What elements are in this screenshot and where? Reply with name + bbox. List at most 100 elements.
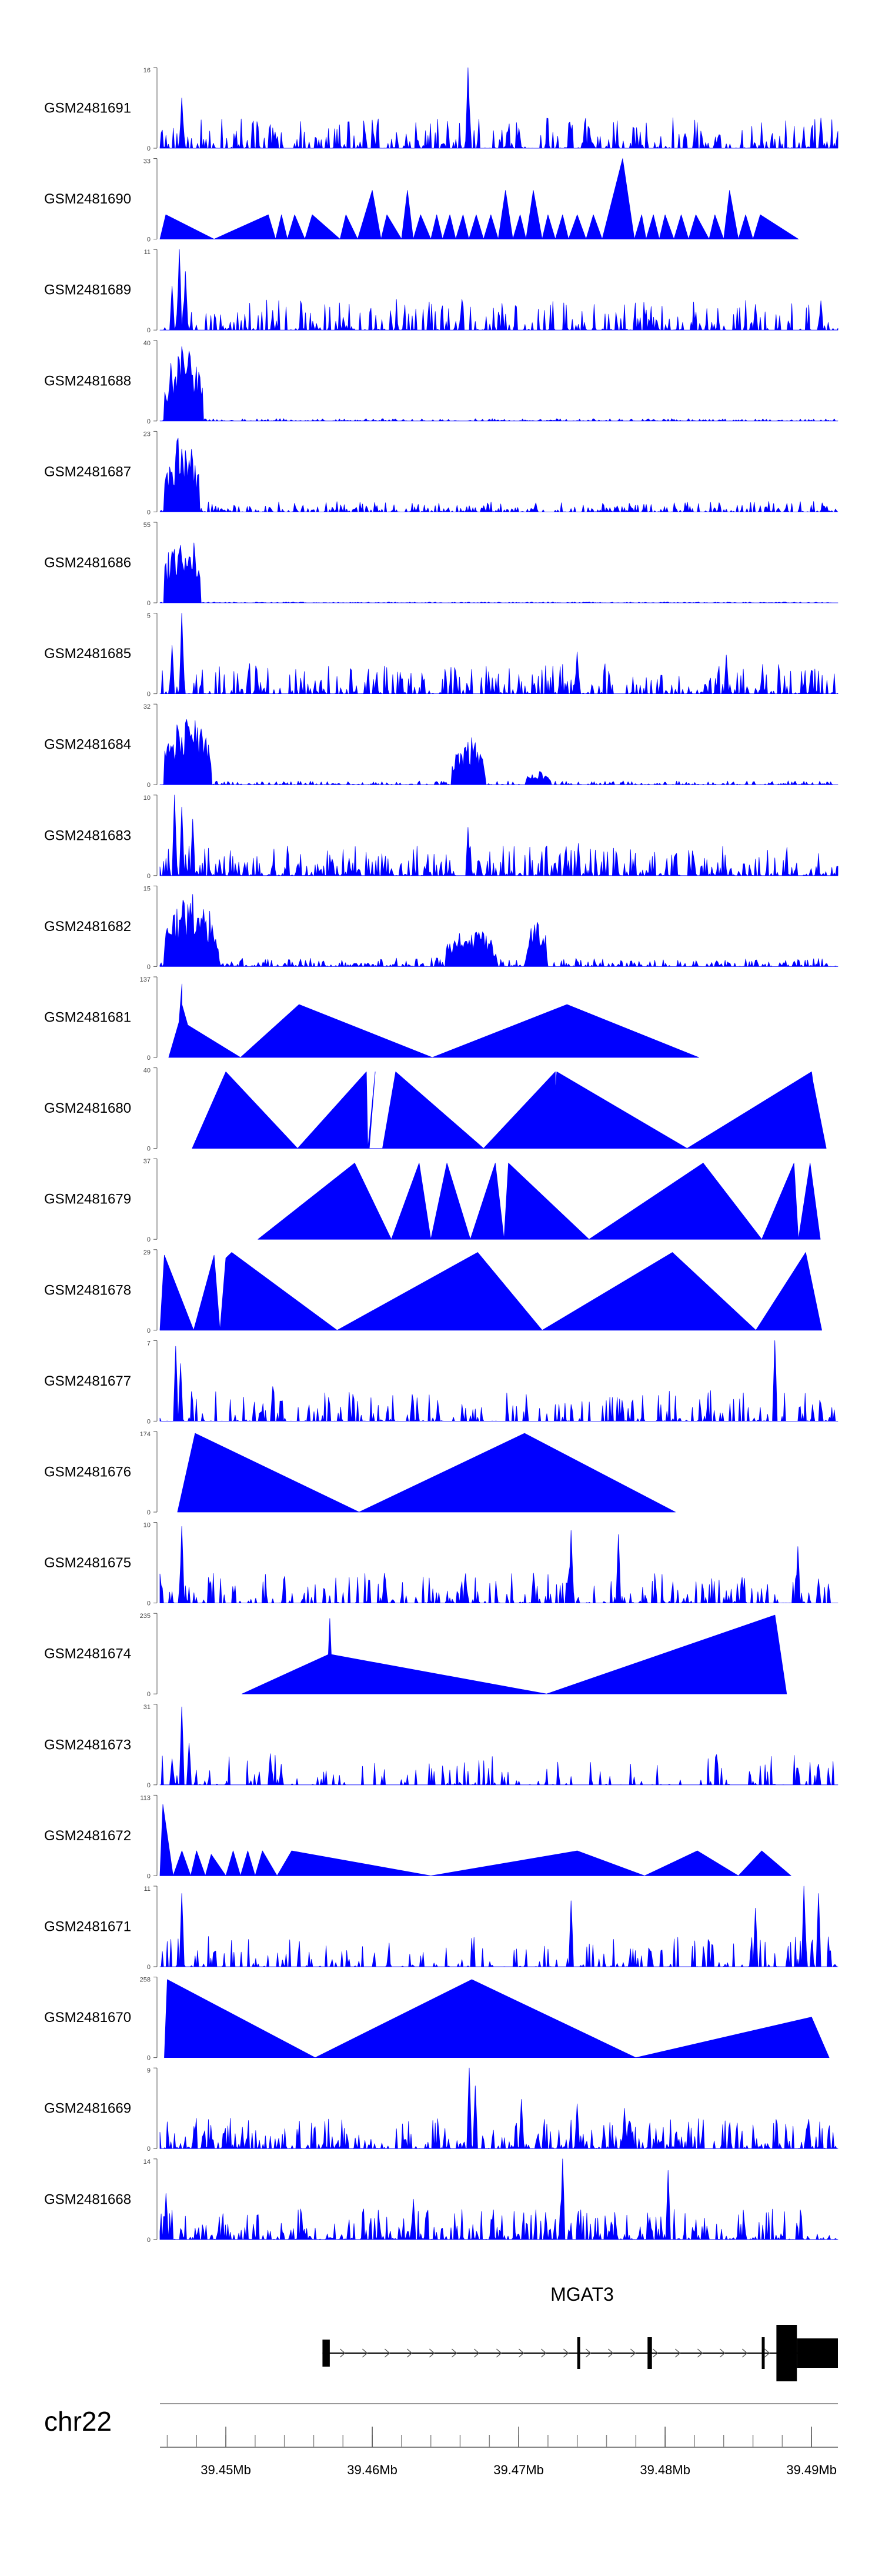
- strand-arrow: [362, 2348, 368, 2358]
- ymax-label: 11: [144, 249, 151, 256]
- strand-arrow: [451, 2348, 457, 2358]
- track-GSM2481684: GSM2481684 32 0: [44, 703, 838, 789]
- sample-label: GSM2481684: [44, 737, 131, 753]
- chromosome-label: chr22: [44, 2406, 112, 2437]
- track-GSM2481687: GSM2481687 23 0: [44, 431, 838, 516]
- coverage-area: [177, 1433, 676, 1513]
- ymax-label: 7: [147, 1340, 151, 1347]
- strand-arrow: [339, 2348, 346, 2358]
- ymax-label: 16: [143, 67, 151, 74]
- track-GSM2481673: GSM2481673 31 0: [44, 1704, 838, 1789]
- track-GSM2481669: GSM2481669 9 0: [44, 2067, 838, 2153]
- strand-arrow: [674, 2348, 681, 2358]
- track-GSM2481685: GSM2481685 5 0: [44, 613, 838, 698]
- strand-arrow: [540, 2348, 547, 2358]
- ymax-label: 174: [140, 1431, 151, 1438]
- strand-arrow: [630, 2348, 636, 2358]
- ymin-label: 0: [147, 1055, 151, 1062]
- strand-arrow: [764, 2348, 770, 2358]
- gene-exon: [797, 2338, 838, 2368]
- strand-arrow: [473, 2348, 480, 2358]
- track-GSM2481689: GSM2481689 11 0: [44, 249, 838, 334]
- track-GSM2481674: GSM2481674 235 0: [44, 1613, 787, 1698]
- track-GSM2481683: GSM2481683 10 0: [44, 795, 838, 880]
- sample-label: GSM2481672: [44, 1828, 131, 1844]
- gene-exon: [577, 2337, 580, 2369]
- sample-label: GSM2481669: [44, 2101, 131, 2117]
- ymin-label: 0: [147, 963, 151, 970]
- x-tick-label: 39.47Mb: [493, 2462, 544, 2477]
- ymin-label: 0: [147, 1691, 151, 1698]
- coverage-tracks: GSM2481691160GSM2481690330GSM2481689110G…: [44, 67, 838, 2244]
- ymin-label: 0: [147, 782, 151, 789]
- strand-arrow: [563, 2348, 569, 2358]
- coverage-area: [159, 2158, 838, 2240]
- ymax-label: 137: [140, 976, 151, 983]
- ymin-label: 0: [147, 1964, 151, 1971]
- sample-label: GSM2481670: [44, 2010, 131, 2026]
- track-GSM2481668: GSM2481668 14 0: [44, 2158, 838, 2244]
- coverage-area: [159, 249, 838, 331]
- ymin-label: 0: [147, 1418, 151, 1425]
- strand-arrow: [741, 2348, 748, 2358]
- track-GSM2481672: GSM2481672 113 0: [44, 1794, 791, 1880]
- ymin-label: 0: [147, 1782, 151, 1789]
- coverage-area: [159, 542, 838, 603]
- ymin-label: 0: [147, 2145, 151, 2153]
- ymax-label: 10: [143, 1522, 151, 1529]
- sample-label: GSM2481676: [44, 1464, 131, 1480]
- ymin-label: 0: [147, 1146, 151, 1153]
- coverage-area: [159, 795, 838, 876]
- coverage-area: [159, 346, 838, 422]
- ymin-label: 0: [147, 873, 151, 880]
- track-GSM2481688: GSM2481688 40 0: [44, 340, 838, 425]
- genome-axis-track: chr22 39.45Mb 39.46Mb 39.47Mb 39.48Mb 39.49M…: [44, 2403, 838, 2477]
- ymax-label: 9: [147, 2067, 151, 2074]
- track-GSM2481681: GSM2481681 137 0: [44, 976, 699, 1062]
- gene-annotation-track: MGAT3: [322, 2284, 838, 2381]
- x-tick-label: 39.46Mb: [347, 2462, 397, 2477]
- coverage-area: [168, 983, 699, 1058]
- ymax-label: 11: [144, 1886, 151, 1893]
- sample-label: GSM2481671: [44, 1919, 131, 1935]
- coverage-area: [159, 613, 838, 694]
- sample-label: GSM2481691: [44, 101, 131, 116]
- strand-arrow: [607, 2348, 614, 2358]
- coverage-area: [159, 1526, 838, 1603]
- coverage-area: [242, 1614, 787, 1694]
- ymin-label: 0: [147, 509, 151, 516]
- ymax-label: 40: [143, 1067, 151, 1075]
- ymax-label: 37: [143, 1158, 151, 1165]
- gene-exon: [322, 2340, 330, 2367]
- coverage-area: [159, 438, 838, 512]
- x-tick-label: 39.49Mb: [786, 2462, 837, 2477]
- ymax-label: 33: [143, 158, 151, 165]
- track-GSM2481676: GSM2481676 174 0: [44, 1431, 676, 1516]
- ymax-label: 10: [143, 795, 151, 802]
- sample-label: GSM2481668: [44, 2191, 131, 2207]
- ymin-label: 0: [147, 327, 151, 334]
- sample-label: GSM2481683: [44, 827, 131, 843]
- strand-arrow: [652, 2348, 659, 2358]
- coverage-area: [159, 1804, 791, 1876]
- strand-arrow: [496, 2348, 502, 2358]
- gene-exon: [647, 2337, 652, 2369]
- ymax-label: 235: [140, 1613, 151, 1620]
- coverage-area: [159, 1886, 838, 1967]
- track-GSM2481675: GSM2481675 10 0: [44, 1522, 838, 1607]
- x-tick-label: 39.48Mb: [640, 2462, 690, 2477]
- ymax-label: 32: [143, 703, 151, 710]
- strand-arrow: [585, 2348, 592, 2358]
- coverage-area: [159, 1706, 838, 1786]
- ymin-label: 0: [147, 1236, 151, 1243]
- sample-label: GSM2481686: [44, 555, 131, 571]
- strand-arrow: [719, 2348, 726, 2358]
- ymax-label: 113: [140, 1794, 151, 1801]
- track-GSM2481682: GSM2481682 15 0: [44, 885, 838, 970]
- ymin-label: 0: [147, 1327, 151, 1334]
- ymax-label: 31: [143, 1704, 151, 1711]
- ymin-label: 0: [147, 2237, 151, 2244]
- sample-label: GSM2481677: [44, 1373, 131, 1389]
- coverage-area: [159, 2067, 838, 2149]
- coverage-area: [159, 719, 838, 785]
